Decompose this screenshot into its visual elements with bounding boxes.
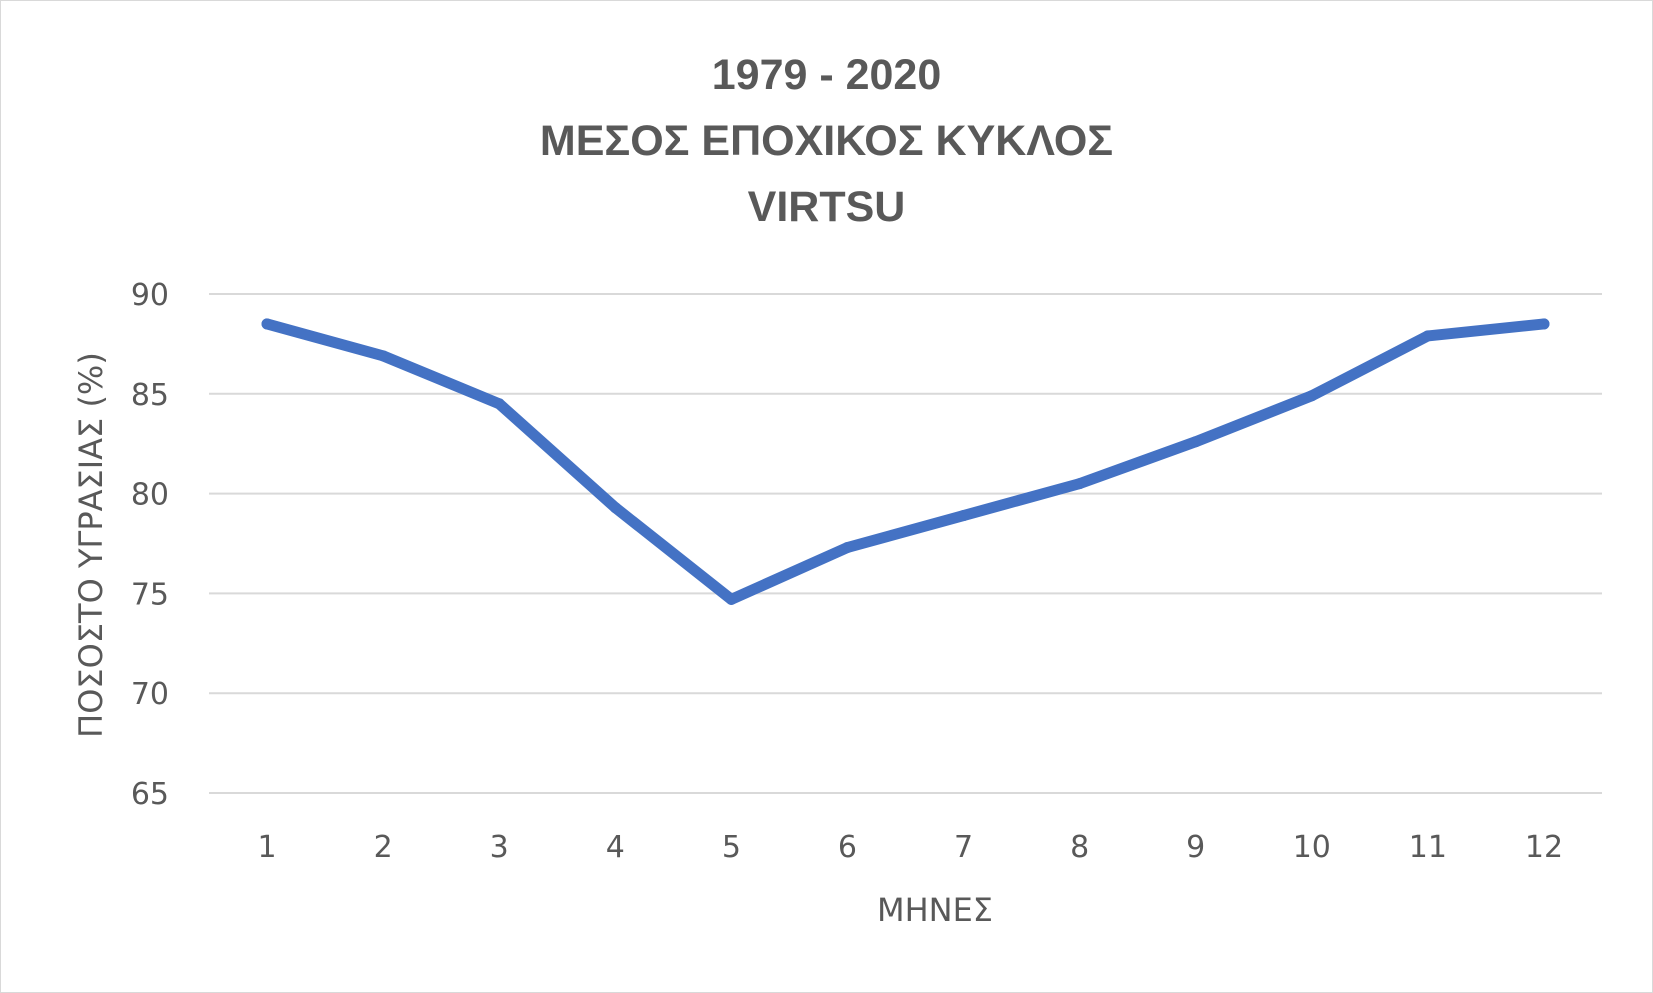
x-tick-label: 9 xyxy=(1186,830,1205,865)
x-tick-label: 3 xyxy=(490,830,509,865)
chart-title: 1979 - 2020 ΜΕΣΟΣ ΕΠΟΧΙΚΟΣ ΚΥΚΛΟΣ VIRTSU xyxy=(0,42,1653,240)
y-tick-label: 65 xyxy=(131,777,169,812)
x-tick-label: 12 xyxy=(1525,830,1563,865)
y-tick-label: 85 xyxy=(131,378,169,413)
x-tick-label: 4 xyxy=(606,830,625,865)
data-point xyxy=(1538,318,1550,330)
data-point xyxy=(493,398,505,410)
data-point xyxy=(609,502,621,514)
data-point xyxy=(1190,436,1202,448)
x-tick-label: 5 xyxy=(722,830,741,865)
x-tick-label: 2 xyxy=(374,830,393,865)
data-point xyxy=(958,510,970,522)
y-tick-label: 70 xyxy=(131,677,169,712)
x-tick-label: 8 xyxy=(1070,830,1089,865)
x-tick-label: 1 xyxy=(257,830,276,865)
chart-title-line-2: ΜΕΣΟΣ ΕΠΟΧΙΚΟΣ ΚΥΚΛΟΣ xyxy=(539,117,1114,165)
data-point xyxy=(377,350,389,362)
x-tick-label: 11 xyxy=(1409,830,1447,865)
chart-title-line-1: 1979 - 2020 xyxy=(711,51,942,99)
x-axis-title: ΜΗΝΕΣ xyxy=(877,891,993,929)
y-tick-label: 80 xyxy=(131,478,169,513)
series-line xyxy=(261,318,1550,605)
x-tick-label: 7 xyxy=(954,830,973,865)
data-point xyxy=(1074,478,1086,490)
data-point xyxy=(1422,330,1434,342)
gridlines xyxy=(209,293,1602,794)
chart-title-line-3: VIRTSU xyxy=(747,183,906,231)
series-group xyxy=(261,318,1550,605)
data-point xyxy=(261,318,273,330)
x-tick-label: 10 xyxy=(1293,830,1331,865)
y-tick-label: 90 xyxy=(131,278,169,313)
data-point xyxy=(841,541,853,553)
data-point xyxy=(725,593,737,605)
y-tick-label: 75 xyxy=(131,577,169,612)
x-axis-ticks: 1 2 3 4 5 6 7 8 9 10 11 12 xyxy=(257,830,1563,865)
y-axis-ticks: 65 70 75 80 85 90 xyxy=(131,278,169,812)
x-tick-label: 6 xyxy=(838,830,857,865)
data-point xyxy=(1306,390,1318,402)
y-axis-title: ΠΟΣΟΣΤΟ ΥΓΡΑΣΙΑΣ (%) xyxy=(72,352,110,738)
